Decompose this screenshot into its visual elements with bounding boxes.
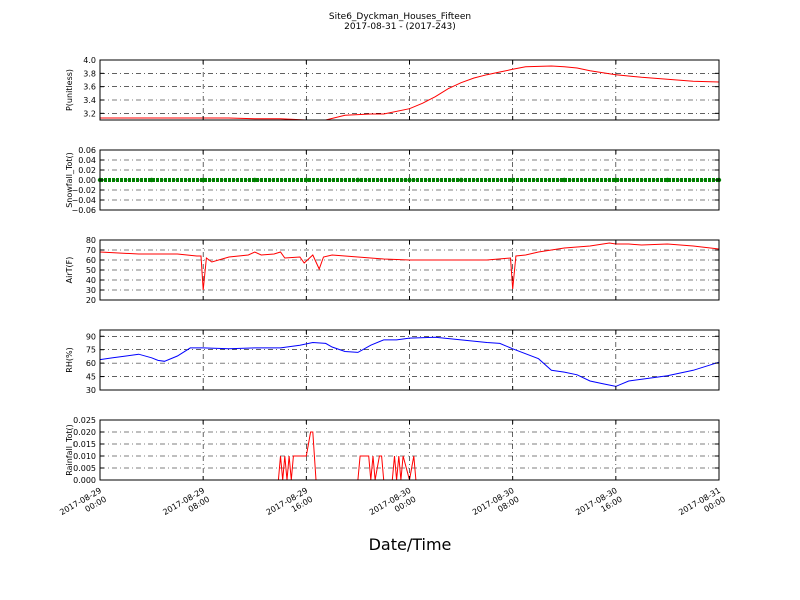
x-tick-label: 2017-08-3100:00	[677, 486, 727, 526]
series-line	[99, 242, 720, 291]
figure-title-line2: 2017-08-31 - (2017-243)	[344, 22, 456, 32]
y-tick-label: −0.06	[71, 206, 96, 215]
y-tick-label: 30	[86, 386, 96, 395]
x-tick-label: 2017-08-2916:00	[265, 486, 315, 526]
y-tick-label: 90	[86, 332, 96, 341]
y-axis-label: AirT(F)	[65, 257, 74, 284]
y-axis-label: Rainfall_Tot()	[65, 424, 74, 476]
y-tick-label: 70	[86, 246, 96, 255]
panels: 3.2 3.4 3.6 3.8 4.0 P(unitless) −0.06−0.04−0.0…	[65, 56, 722, 485]
panel-1: −0.06−0.04−0.020.000.020.040.06 Snowfall_…	[65, 146, 722, 215]
y-axis-label: RH(%)	[65, 347, 74, 372]
y-tick-label: 30	[86, 286, 96, 295]
y-tick-label: 80	[86, 236, 96, 245]
y-tick-label: 60	[86, 359, 96, 368]
series-line	[100, 65, 720, 121]
y-tick-label: 0.015	[73, 440, 96, 449]
y-tick-label: 0.000	[73, 476, 96, 485]
series-line	[99, 336, 720, 387]
y-tick-label: 0.010	[73, 452, 96, 461]
y-axis-label: P(unitless)	[65, 69, 74, 111]
y-axis-label: Snowfall_Tot()	[65, 152, 74, 208]
x-tick-label: 2017-08-3016:00	[574, 486, 624, 526]
y-tick-label: 50	[86, 266, 96, 275]
series-line	[100, 431, 719, 481]
y-tick-label: 3.2	[83, 109, 96, 118]
panel-3: 30 45 60 75 90 RH(%)	[65, 329, 720, 395]
y-tick-label: 0.025	[73, 416, 96, 425]
x-tick-label: 2017-08-2900:00	[58, 486, 108, 526]
y-tick-label: 75	[86, 346, 96, 355]
x-axis-label: Date/Time	[369, 535, 452, 554]
x-tick-label: 2017-08-3008:00	[471, 486, 521, 526]
figure-title-line1: Site6_Dyckman_Houses_Fifteen	[329, 12, 471, 22]
y-tick-label: 4.0	[83, 56, 96, 65]
y-tick-label: 0.06	[78, 146, 96, 155]
y-tick-label: −0.02	[71, 186, 96, 195]
y-tick-label: 3.6	[83, 83, 96, 92]
panel-4: 0.000 0.005 0.010 0.015 0.020 0.025Rainfall_T…	[65, 416, 720, 485]
y-tick-label: 60	[86, 256, 96, 265]
panel-0: 3.2 3.4 3.6 3.8 4.0 P(unitless)	[65, 56, 720, 121]
y-tick-label: −0.04	[71, 196, 96, 205]
y-tick-label: 0.04	[78, 156, 96, 165]
y-tick-label: 3.8	[83, 69, 96, 78]
y-tick-label: 3.4	[83, 96, 96, 105]
y-tick-label: 45	[86, 373, 96, 382]
y-tick-label: 0.00	[78, 176, 96, 185]
x-tick-labels: 2017-08-2900:00 2017-08-2908:00 2017-08-29…	[58, 486, 727, 526]
y-tick-label: 0.02	[78, 166, 96, 175]
x-tick-label: 2017-08-3000:00	[368, 486, 418, 526]
x-tick-label: 2017-08-2908:00	[161, 486, 211, 526]
y-tick-label: 0.020	[73, 428, 96, 437]
y-tick-label: 0.005	[73, 464, 96, 473]
y-tick-label: 40	[86, 276, 96, 285]
y-tick-label: 20	[86, 296, 96, 305]
